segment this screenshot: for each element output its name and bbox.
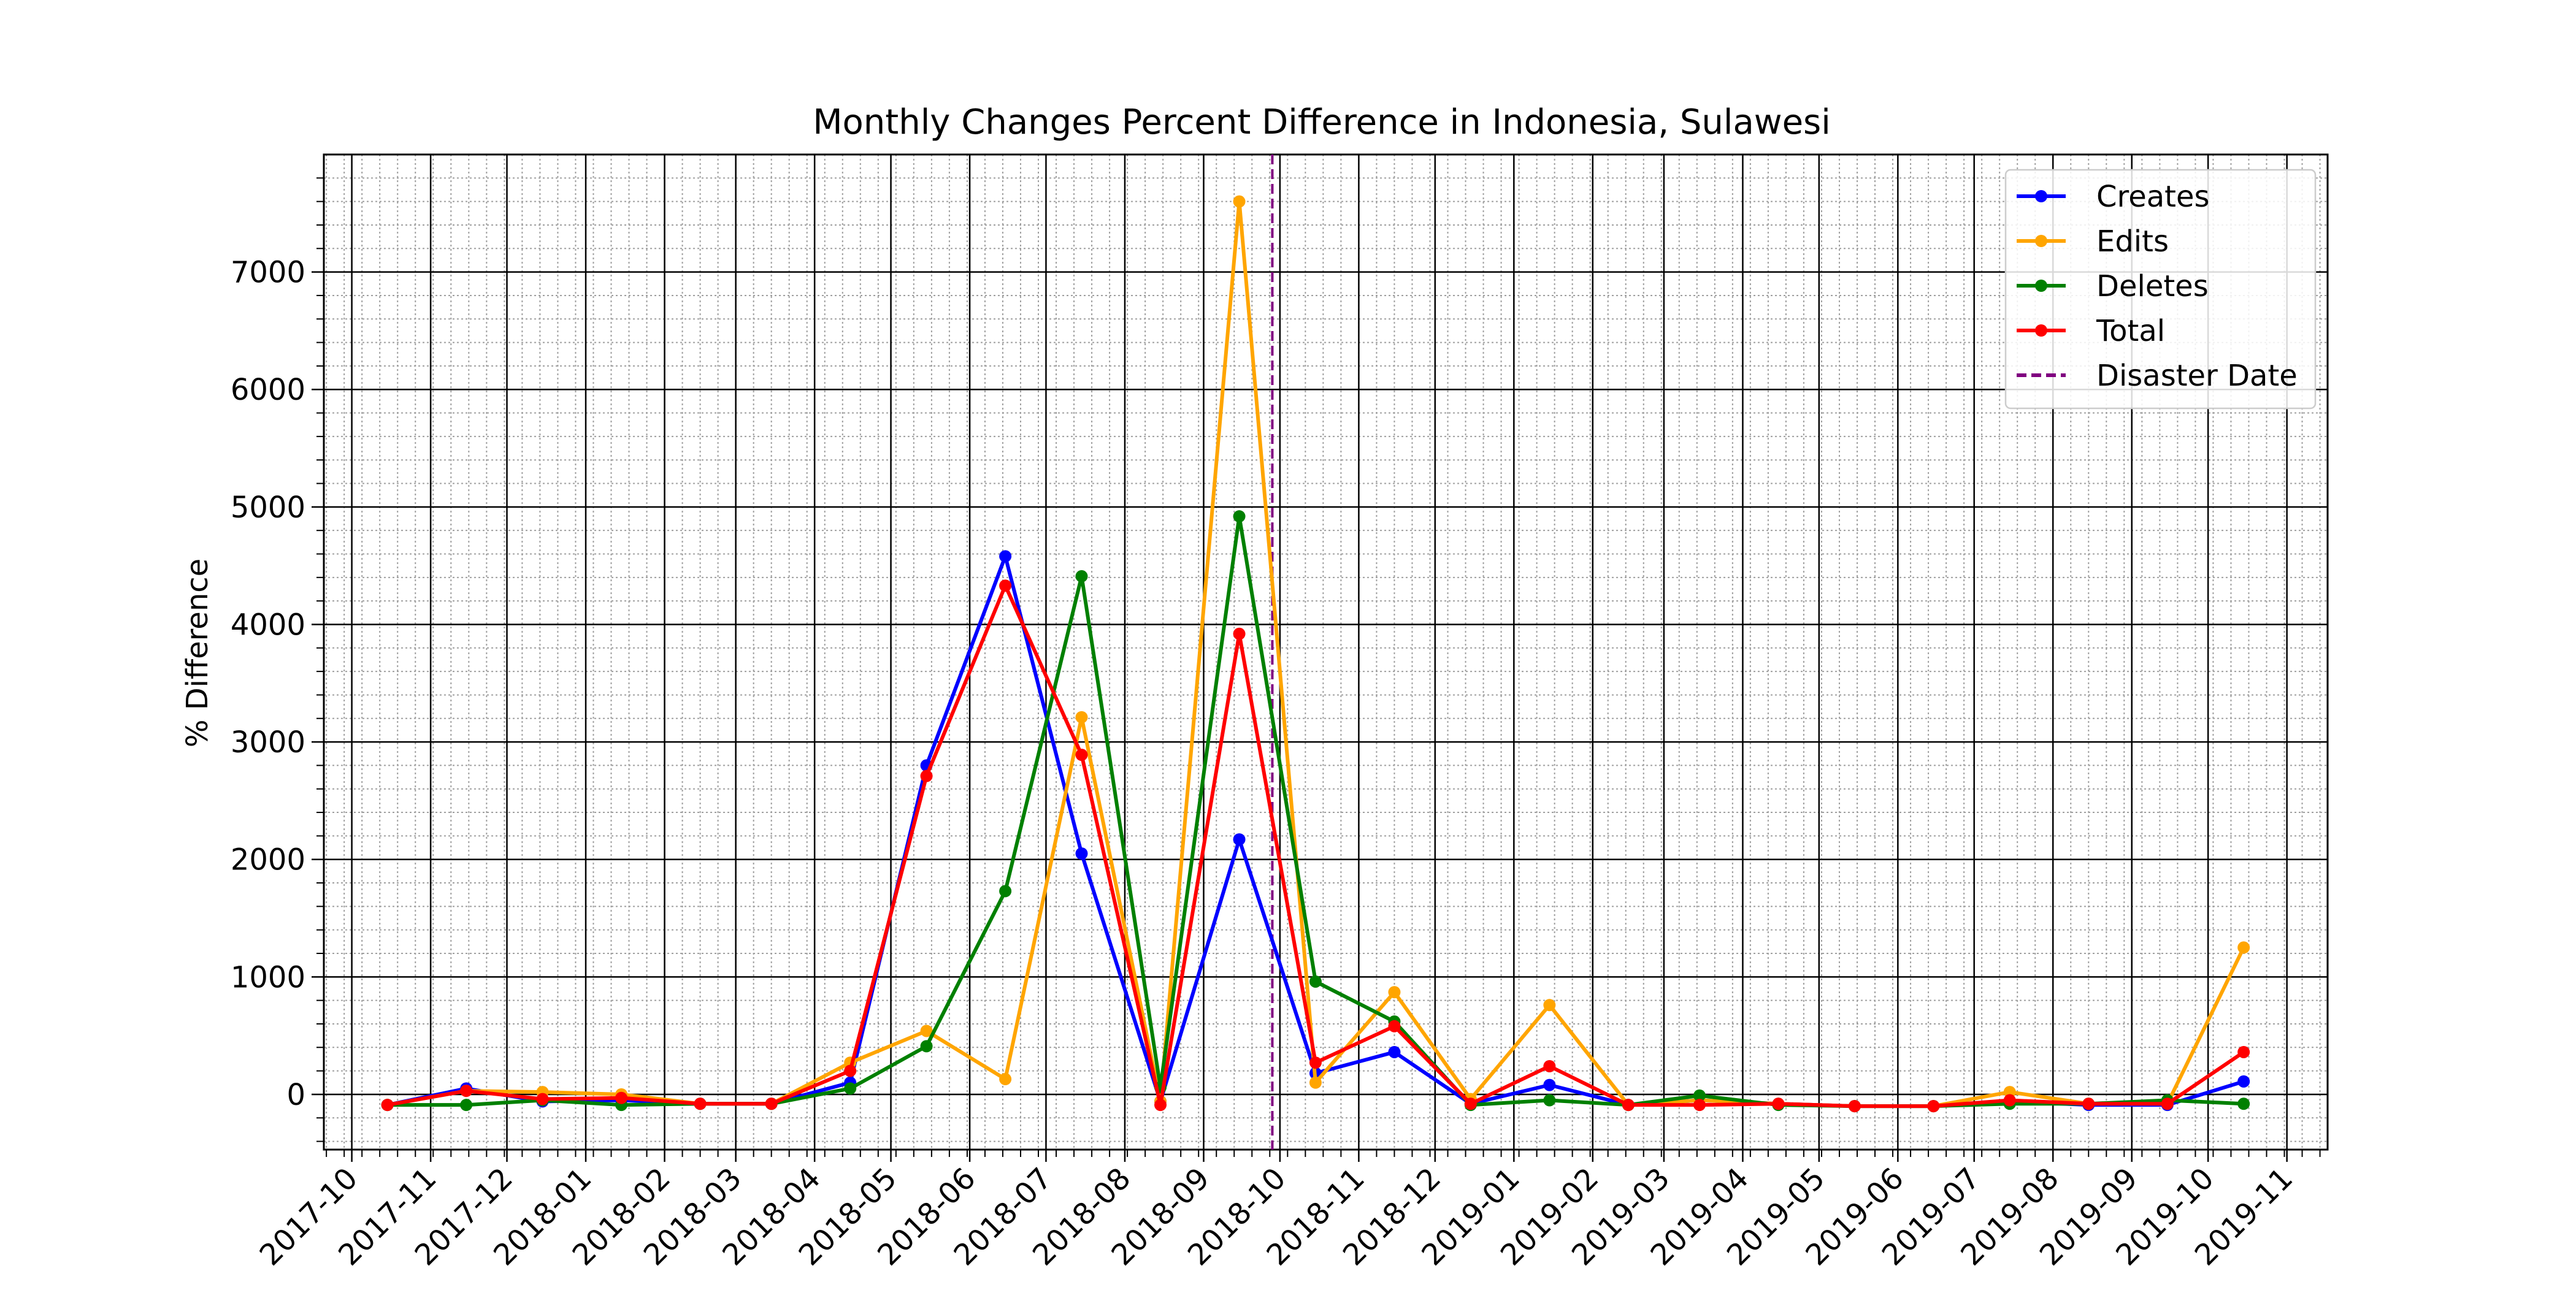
legend-label-total: Total [2096, 314, 2165, 348]
legend-item-deletes: Deletes [2017, 269, 2209, 303]
legend-item-total: Total [2017, 314, 2165, 348]
data-point-deletes [1075, 570, 1088, 582]
y-tick-label: 5000 [231, 490, 305, 525]
legend-label-edits: Edits [2096, 224, 2169, 259]
data-point-edits [1233, 195, 1246, 208]
series-total [381, 579, 2250, 1113]
data-point-edits [1309, 1076, 1322, 1089]
data-point-total [1772, 1097, 1785, 1110]
data-point-total [2082, 1097, 2095, 1110]
data-point-deletes [1233, 510, 1246, 523]
data-point-edits [1543, 999, 1556, 1012]
data-point-total [1233, 627, 1246, 640]
data-point-total [1848, 1100, 1861, 1113]
y-axis-label: % Difference [180, 559, 215, 747]
data-point-total [844, 1064, 857, 1077]
legend-box [2004, 169, 2317, 410]
y-tick-label: 1000 [231, 960, 305, 994]
legend-label-disaster-date: Disaster Date [2096, 359, 2298, 393]
legend-item-creates: Creates [2017, 180, 2210, 214]
data-point-total [2003, 1094, 2016, 1107]
data-point-total [1693, 1099, 1706, 1112]
data-point-deletes [999, 885, 1012, 898]
data-point-deletes [460, 1099, 473, 1112]
legend-item-edits: Edits [2017, 224, 2169, 259]
data-point-total [1154, 1099, 1167, 1112]
legend-marker-deletes [2035, 280, 2047, 292]
y-tick-label: 7000 [231, 256, 305, 290]
series-creates [381, 550, 2250, 1113]
data-point-total [1388, 1020, 1401, 1032]
data-point-total [381, 1099, 394, 1112]
series-line-total [387, 584, 2245, 1109]
data-point-deletes [1543, 1094, 1556, 1107]
data-point-creates [2237, 1075, 2250, 1088]
data-point-creates [999, 550, 1012, 563]
data-point-creates [1075, 847, 1088, 860]
data-point-deletes [920, 1040, 933, 1053]
data-point-total [1309, 1056, 1322, 1069]
y-tick-label: 6000 [231, 373, 305, 407]
data-point-total [2161, 1097, 2174, 1110]
legend: Creates Edits Deletes Total Disaster Date [2004, 169, 2317, 410]
y-tick-label: 0 [286, 1078, 305, 1112]
data-point-deletes [1309, 975, 1322, 988]
legend-label-deletes: Deletes [2096, 269, 2209, 303]
series-line-deletes [387, 514, 2244, 1109]
data-point-total [1543, 1059, 1556, 1072]
data-point-total [1075, 749, 1088, 761]
chart-title: Monthly Changes Percent Difference in In… [813, 102, 1831, 142]
legend-marker-total [2035, 324, 2047, 337]
data-point-deletes [844, 1082, 857, 1095]
data-point-edits [2237, 941, 2250, 954]
y-tick-label: 2000 [231, 843, 305, 877]
data-point-creates [1543, 1078, 1556, 1091]
legend-marker-creates [2035, 190, 2047, 202]
data-point-total [694, 1097, 707, 1110]
plot-frame [323, 153, 2329, 1151]
data-point-creates [1233, 833, 1246, 846]
data-point-total [460, 1085, 473, 1097]
data-point-total [999, 579, 1012, 592]
grid [324, 155, 2328, 1150]
data-point-edits [1075, 711, 1088, 723]
data-point-edits [1388, 986, 1401, 999]
data-point-total [765, 1097, 778, 1110]
legend-item-disaster-date: Disaster Date [2017, 359, 2298, 393]
y-tick-label: 3000 [231, 725, 305, 760]
data-point-edits [920, 1025, 933, 1037]
data-point-total [1927, 1100, 1940, 1113]
y-tick-label: 4000 [231, 608, 305, 642]
legend-marker-edits [2035, 235, 2047, 247]
data-point-creates [1388, 1045, 1401, 1058]
data-point-total [920, 769, 933, 782]
data-point-total [2237, 1045, 2250, 1058]
data-point-total [615, 1091, 628, 1104]
data-point-deletes [1693, 1089, 1706, 1102]
legend-label-creates: Creates [2096, 180, 2210, 214]
data-point-total [536, 1093, 549, 1105]
series-layer [381, 195, 2250, 1113]
data-point-deletes [2237, 1097, 2250, 1110]
data-point-total [1464, 1097, 1477, 1110]
data-point-total [1622, 1099, 1635, 1112]
data-point-edits [999, 1073, 1012, 1086]
